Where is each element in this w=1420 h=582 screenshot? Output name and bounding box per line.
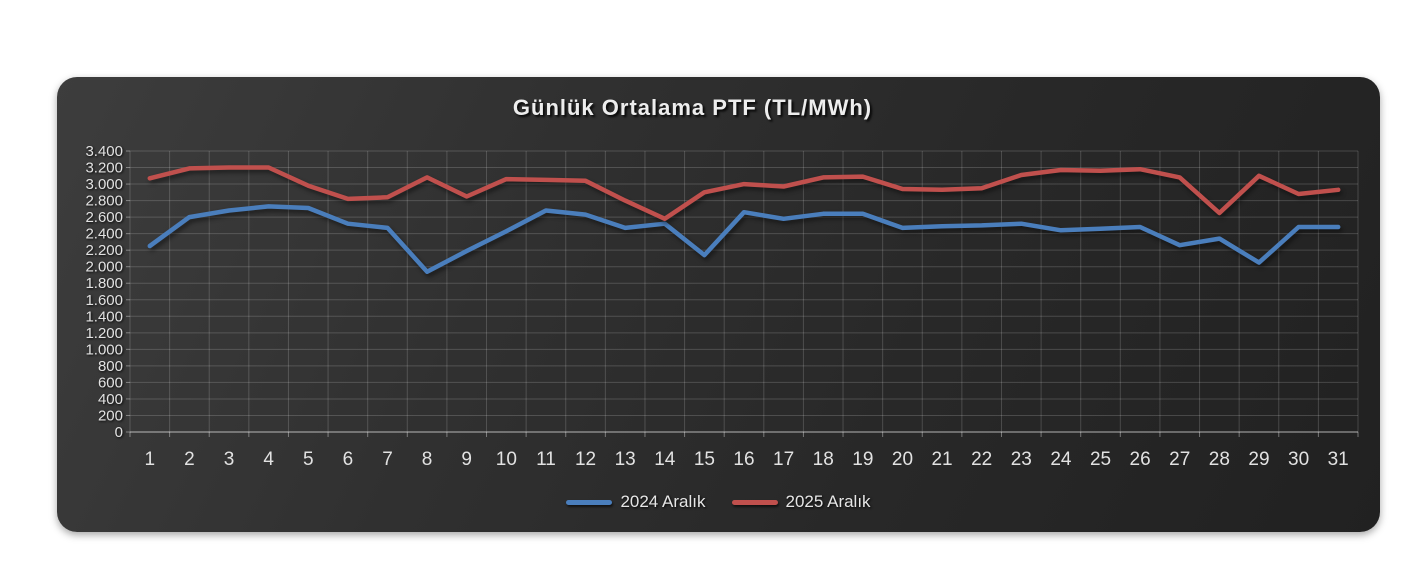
y-axis-label: 3.000 xyxy=(85,176,123,193)
x-axis-label: 14 xyxy=(654,449,676,470)
legend-label-2025: 2025 Aralık xyxy=(785,492,871,511)
series-line-0 xyxy=(147,204,1341,274)
y-axis-label: 2.600 xyxy=(85,209,123,226)
y-axis-label: 800 xyxy=(98,358,123,375)
x-axis-label: 30 xyxy=(1288,449,1309,470)
x-axis-label: 3 xyxy=(224,449,235,470)
chart-card: Günlük Ortalama PTF (TL/MWh) 0 200 400 600 8… xyxy=(57,77,1380,532)
x-axis-label: 12 xyxy=(575,449,596,470)
y-axis-label: 2.200 xyxy=(85,242,123,259)
y-axis-label: 1.600 xyxy=(85,292,123,309)
x-axis-label: 1 xyxy=(145,449,156,470)
series-line-1 xyxy=(147,165,1341,222)
y-axis-label: 1.800 xyxy=(85,275,123,292)
y-axis-label: 2.800 xyxy=(85,193,123,210)
x-axis-label: 9 xyxy=(461,449,472,470)
x-axis-label: 5 xyxy=(303,449,314,470)
y-axis-label: 1.000 xyxy=(85,341,123,358)
x-axis-label: 19 xyxy=(852,449,873,470)
x-axis-label: 7 xyxy=(382,449,393,470)
legend-item-2024[interactable]: 2024 Aralık xyxy=(566,492,706,512)
y-axis-label: 200 xyxy=(98,407,123,424)
x-axis-label: 25 xyxy=(1090,449,1111,470)
x-axis-label: 16 xyxy=(733,449,754,470)
x-axis-label: 10 xyxy=(496,449,517,470)
legend: 2024 Aralık 2025 Aralık xyxy=(57,492,1380,512)
plot-area: 02004006008001.0001.2001.4001.6001.8002.… xyxy=(85,143,1359,470)
x-axis-label: 6 xyxy=(343,449,354,470)
y-axis-label: 600 xyxy=(98,374,123,391)
x-axis-label: 23 xyxy=(1011,449,1032,470)
x-axis-label: 28 xyxy=(1209,449,1230,470)
chart-title: Günlük Ortalama PTF (TL/MWh) xyxy=(512,95,873,120)
x-axis-label: 4 xyxy=(263,449,274,470)
y-axis-label: 0 xyxy=(115,424,123,441)
x-axis-label: 24 xyxy=(1050,449,1072,470)
x-axis-label: 20 xyxy=(892,449,913,470)
x-axis-label: 17 xyxy=(773,449,794,470)
legend-swatch-2024 xyxy=(566,499,613,505)
legend-swatch-2025 xyxy=(731,499,778,505)
x-axis-label: 31 xyxy=(1328,449,1349,470)
y-axis-label: 2.000 xyxy=(85,259,123,276)
x-axis-label: 11 xyxy=(536,449,556,470)
x-axis-label: 8 xyxy=(422,449,433,470)
x-axis-label: 27 xyxy=(1169,449,1190,470)
x-axis-label: 21 xyxy=(931,449,952,470)
x-axis-label: 2 xyxy=(184,449,195,470)
y-axis-label: 2.400 xyxy=(85,226,123,243)
x-axis-label: 15 xyxy=(694,449,715,470)
y-axis-label: 400 xyxy=(98,391,123,408)
y-axis-label: 3.400 xyxy=(85,143,123,160)
x-axis-label: 18 xyxy=(813,449,834,470)
y-axis-label: 1.400 xyxy=(85,308,123,325)
y-axis-label: 3.200 xyxy=(85,160,123,177)
x-axis-label: 26 xyxy=(1130,449,1151,470)
y-axis-label: 1.200 xyxy=(85,325,123,342)
x-axis-label: 29 xyxy=(1248,449,1269,470)
x-axis-label: 13 xyxy=(615,449,636,470)
legend-item-2025[interactable]: 2025 Aralık xyxy=(731,492,871,512)
x-axis-label: 22 xyxy=(971,449,992,470)
legend-label-2024: 2024 Aralık xyxy=(620,492,706,511)
